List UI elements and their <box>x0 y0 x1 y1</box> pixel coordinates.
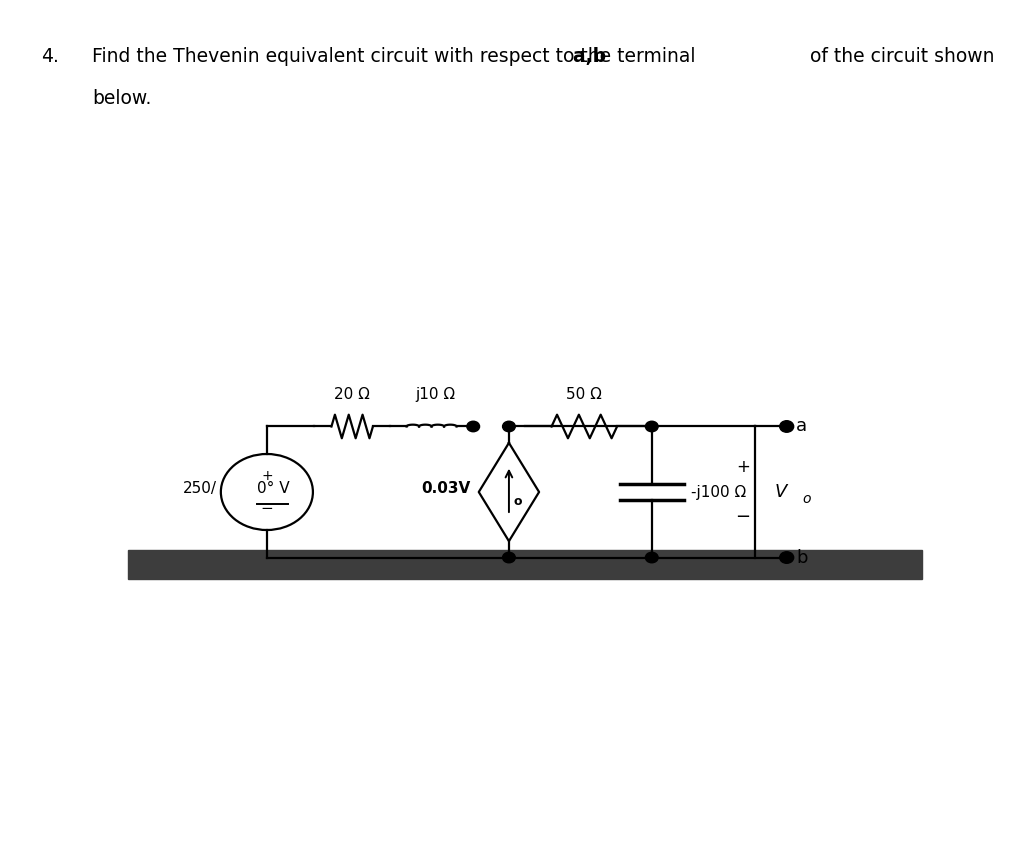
Text: 4.: 4. <box>41 47 58 66</box>
Circle shape <box>503 552 515 563</box>
Circle shape <box>779 551 794 563</box>
Text: V: V <box>775 483 787 501</box>
Circle shape <box>503 421 515 431</box>
Text: −: − <box>260 501 273 516</box>
Text: b: b <box>797 549 808 567</box>
Text: below.: below. <box>92 89 152 108</box>
Text: 20 Ω: 20 Ω <box>334 386 370 402</box>
Circle shape <box>645 552 658 563</box>
Circle shape <box>645 421 658 431</box>
Text: o: o <box>803 492 811 505</box>
Text: of the circuit shown: of the circuit shown <box>804 47 994 66</box>
Text: 250/: 250/ <box>183 481 217 496</box>
Text: o: o <box>514 495 522 508</box>
Text: a: a <box>797 418 807 436</box>
Text: j10 Ω: j10 Ω <box>416 386 456 402</box>
Text: −: − <box>735 508 751 526</box>
Text: Find the Thevenin equivalent circuit with respect to the terminal: Find the Thevenin equivalent circuit wit… <box>92 47 701 66</box>
Text: 0° V: 0° V <box>257 481 289 496</box>
Circle shape <box>467 421 479 431</box>
Text: +: + <box>736 458 750 476</box>
Circle shape <box>779 420 794 432</box>
Text: -j100 Ω: -j100 Ω <box>691 484 746 500</box>
Text: 50 Ω: 50 Ω <box>566 386 602 402</box>
Text: 0.03V: 0.03V <box>422 481 471 496</box>
Text: a,b: a,b <box>92 47 606 66</box>
Bar <box>128 550 922 580</box>
Text: +: + <box>261 469 272 483</box>
